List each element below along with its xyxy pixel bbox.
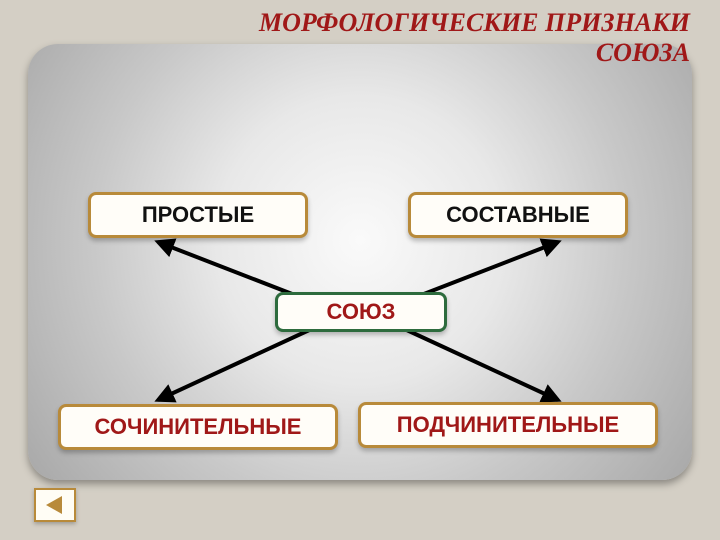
triangle-left-icon [44, 494, 66, 516]
back-button[interactable] [34, 488, 76, 522]
node-compound: СОСТАВНЫЕ [408, 192, 628, 238]
node-simple-label: ПРОСТЫЕ [142, 202, 254, 228]
node-conjunction-label: СОЮЗ [327, 299, 396, 325]
node-coordinating-label: СОЧИНИТЕЛЬНЫЕ [95, 414, 302, 440]
title-line-2: СОЮЗА [259, 38, 690, 68]
node-conjunction: СОЮЗ [275, 292, 447, 332]
page-title: МОРФОЛОГИЧЕСКИЕ ПРИЗНАКИ СОЮЗА [259, 8, 690, 68]
node-subordinating-label: ПОДЧИНИТЕЛЬНЫЕ [397, 412, 619, 438]
node-simple: ПРОСТЫЕ [88, 192, 308, 238]
diagram-panel: ПРОСТЫЕ СОСТАВНЫЕ СОЮЗ СОЧИНИТЕЛЬНЫЕ ПОД… [28, 44, 692, 480]
edge-center-bottom_right [398, 326, 558, 400]
title-line-1: МОРФОЛОГИЧЕСКИЕ ПРИЗНАКИ [259, 8, 690, 38]
node-coordinating: СОЧИНИТЕЛЬНЫЕ [58, 404, 338, 450]
node-compound-label: СОСТАВНЫЕ [446, 202, 590, 228]
node-subordinating: ПОДЧИНИТЕЛЬНЫЕ [358, 402, 658, 448]
edge-center-bottom_left [158, 326, 318, 400]
